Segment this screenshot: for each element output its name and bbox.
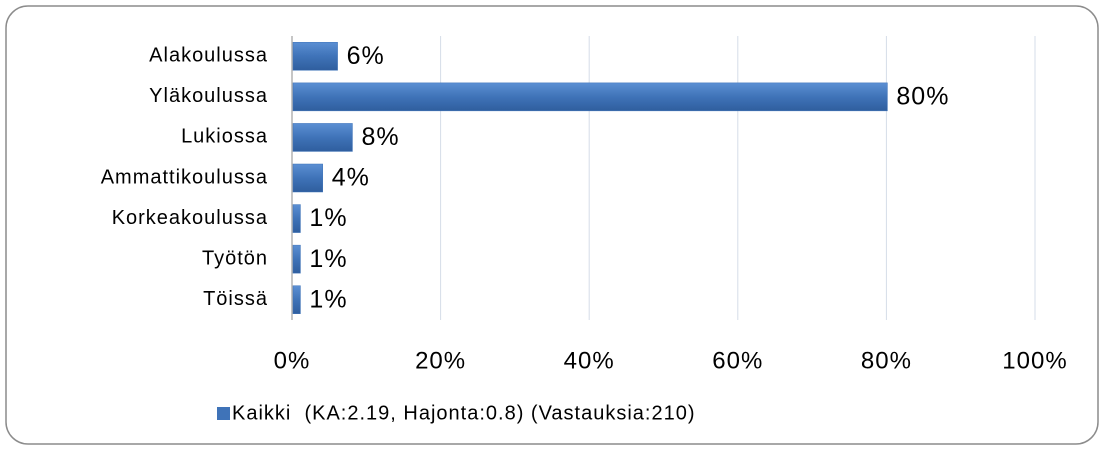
- legend-swatch: [217, 407, 230, 420]
- y-tick-label: Alakoulussa: [149, 45, 268, 67]
- value-label: 6%: [347, 42, 385, 70]
- x-tick-label: 20%: [415, 347, 466, 374]
- y-tick-label: Korkeakoulussa: [112, 207, 268, 229]
- bar: [292, 123, 353, 152]
- bar: [292, 285, 301, 314]
- bar: [292, 244, 301, 274]
- x-tick-label: 40%: [564, 347, 615, 374]
- bar: [292, 163, 323, 193]
- value-label: 4%: [332, 164, 370, 192]
- y-tick-label: Ammattikoulussa: [101, 166, 268, 188]
- value-label: 1%: [309, 245, 347, 273]
- x-tick-label: 0%: [274, 347, 311, 374]
- bar: [292, 42, 338, 71]
- value-label: 80%: [896, 82, 949, 110]
- y-tick-label: Lukiossa: [181, 126, 268, 148]
- bar: [292, 82, 888, 112]
- value-label: 8%: [361, 123, 399, 151]
- y-tick-label: Töissä: [203, 288, 268, 310]
- x-tick-label: 80%: [861, 347, 912, 374]
- bar: [292, 204, 301, 233]
- value-label: 1%: [309, 204, 347, 232]
- value-label: 1%: [309, 285, 347, 313]
- x-tick-label: 60%: [712, 347, 763, 374]
- legend-label: Kaikki (KA:2.19, Hajonta:0.8) (Vastauksi…: [232, 402, 696, 424]
- y-tick-label: Yläkoulussa: [149, 85, 268, 107]
- x-tick-label: 100%: [1002, 347, 1067, 374]
- y-tick-label: Työtön: [202, 247, 268, 269]
- chart-frame: [5, 5, 1099, 445]
